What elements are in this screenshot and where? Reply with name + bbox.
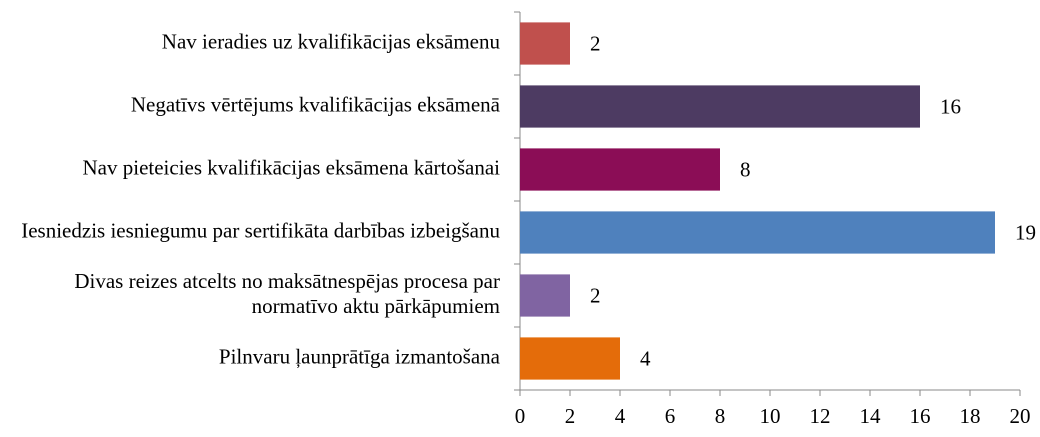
y-tick-label: Nav ieradies uz kvalifikācijas eksāmenu [162,29,501,53]
x-tick-label: 6 [665,404,676,428]
bar [520,22,570,65]
data-label: 2 [590,283,601,307]
data-label: 4 [640,346,651,370]
data-label: 8 [740,157,751,181]
bar [520,274,570,317]
x-tick-label: 4 [615,404,626,428]
x-tick-label: 20 [1010,404,1031,428]
bar [520,148,720,191]
x-tick-label: 2 [565,404,576,428]
y-tick-label: Iesniedzis iesniegumu par sertifikāta da… [21,218,500,242]
x-tick-label: 16 [910,404,931,428]
x-tick-label: 8 [715,404,726,428]
data-label: 16 [940,94,961,118]
x-tick-label: 18 [960,404,981,428]
x-tick-label: 10 [760,404,781,428]
bar [520,211,995,254]
y-tick-label: Pilnvaru ļaunprātīga izmantošana [219,344,501,368]
data-label: 19 [1015,220,1036,244]
x-tick-label: 12 [810,404,831,428]
bar [520,337,620,380]
y-tick-label: Nav pieteicies kvalifikācijas eksāmena k… [83,155,501,179]
x-tick-label: 14 [860,404,882,428]
y-tick-label: Negatīvs vērtējums kvalifikācijas eksāme… [131,92,501,116]
y-tick-label: Divas reizes atcelts no maksātnespējas p… [74,269,500,318]
bar [520,85,920,128]
x-tick-label: 0 [515,404,526,428]
data-label: 2 [590,31,601,55]
